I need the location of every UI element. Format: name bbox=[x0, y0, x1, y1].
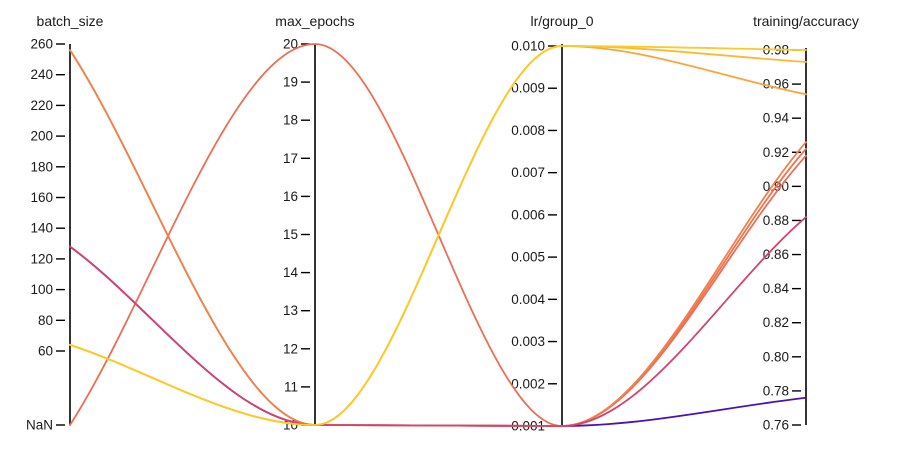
tick-label: 18 bbox=[283, 113, 298, 128]
tick-label: 80 bbox=[38, 313, 53, 328]
run-lines bbox=[69, 43, 807, 427]
tick-label: 120 bbox=[30, 251, 53, 266]
tick-label: 0.002 bbox=[511, 376, 545, 391]
tick-label: 0.009 bbox=[511, 81, 545, 96]
tick-label: 0.004 bbox=[511, 292, 545, 307]
tick-label: 12 bbox=[283, 341, 298, 356]
tick-label: 0.007 bbox=[511, 165, 545, 180]
tick-label: 0.010 bbox=[511, 39, 545, 54]
tick-label: 0.84 bbox=[763, 281, 790, 296]
tick-label: 0.78 bbox=[763, 383, 789, 398]
tick-label: 200 bbox=[30, 129, 53, 144]
run-line-run-7[interactable] bbox=[69, 216, 807, 427]
tick-label: 0.88 bbox=[763, 213, 789, 228]
tick-label: 19 bbox=[283, 75, 298, 90]
tick-label: 13 bbox=[283, 303, 298, 318]
tick-label: 0.82 bbox=[763, 315, 789, 330]
axis-title: batch_size bbox=[37, 13, 104, 29]
tick-label: 0.005 bbox=[511, 250, 545, 265]
run-line-run-2[interactable] bbox=[69, 43, 807, 427]
tick-label: 100 bbox=[30, 282, 53, 297]
axis-max_epochs: max_epochs 20 19 18 17 16 15 14 13 12 11 10 bbox=[275, 13, 354, 433]
tick-label: 14 bbox=[283, 265, 299, 280]
tick-label: 0.006 bbox=[511, 207, 545, 222]
axis-title: max_epochs bbox=[275, 13, 354, 29]
tick-label: NaN bbox=[26, 418, 53, 433]
run-line-run-8[interactable] bbox=[69, 45, 807, 426]
tick-label: 20 bbox=[283, 37, 298, 52]
tick-label: 0.86 bbox=[763, 247, 789, 262]
axis-title: training/accuracy bbox=[753, 13, 859, 29]
tick-label: 17 bbox=[283, 151, 298, 166]
tick-label: 160 bbox=[30, 190, 53, 205]
axis-title: lr/group_0 bbox=[530, 13, 593, 29]
tick-label: 220 bbox=[30, 98, 53, 113]
tick-label: 0.003 bbox=[511, 334, 545, 349]
tick-label: 140 bbox=[30, 221, 53, 236]
tick-label: 0.80 bbox=[763, 349, 789, 364]
tick-label: 0.94 bbox=[763, 111, 790, 126]
tick-label: 0.008 bbox=[511, 123, 545, 138]
axis-training/accuracy: training/accuracy0.980.960.940.920.900.8… bbox=[753, 13, 859, 433]
tick-label: 0.92 bbox=[763, 145, 789, 160]
tick-label: 60 bbox=[38, 344, 53, 359]
tick-label: 180 bbox=[30, 159, 53, 174]
tick-label: 16 bbox=[283, 189, 298, 204]
tick-label: 240 bbox=[30, 67, 53, 82]
tick-label: 11 bbox=[284, 379, 298, 394]
tick-label: 260 bbox=[30, 37, 53, 52]
tick-label: 10 bbox=[283, 418, 298, 433]
axis-lr/group_0: lr/group_0 0.010 0.009 0.008 0.007 0.006 0.005… bbox=[511, 13, 594, 434]
tick-label: 0.76 bbox=[763, 418, 789, 433]
tick-label: 0.96 bbox=[763, 77, 789, 92]
tick-label: 15 bbox=[283, 227, 298, 242]
axis-batch_size: batch_size 260 240 220 200 180 160 140 120 100 80 6… bbox=[26, 13, 104, 433]
